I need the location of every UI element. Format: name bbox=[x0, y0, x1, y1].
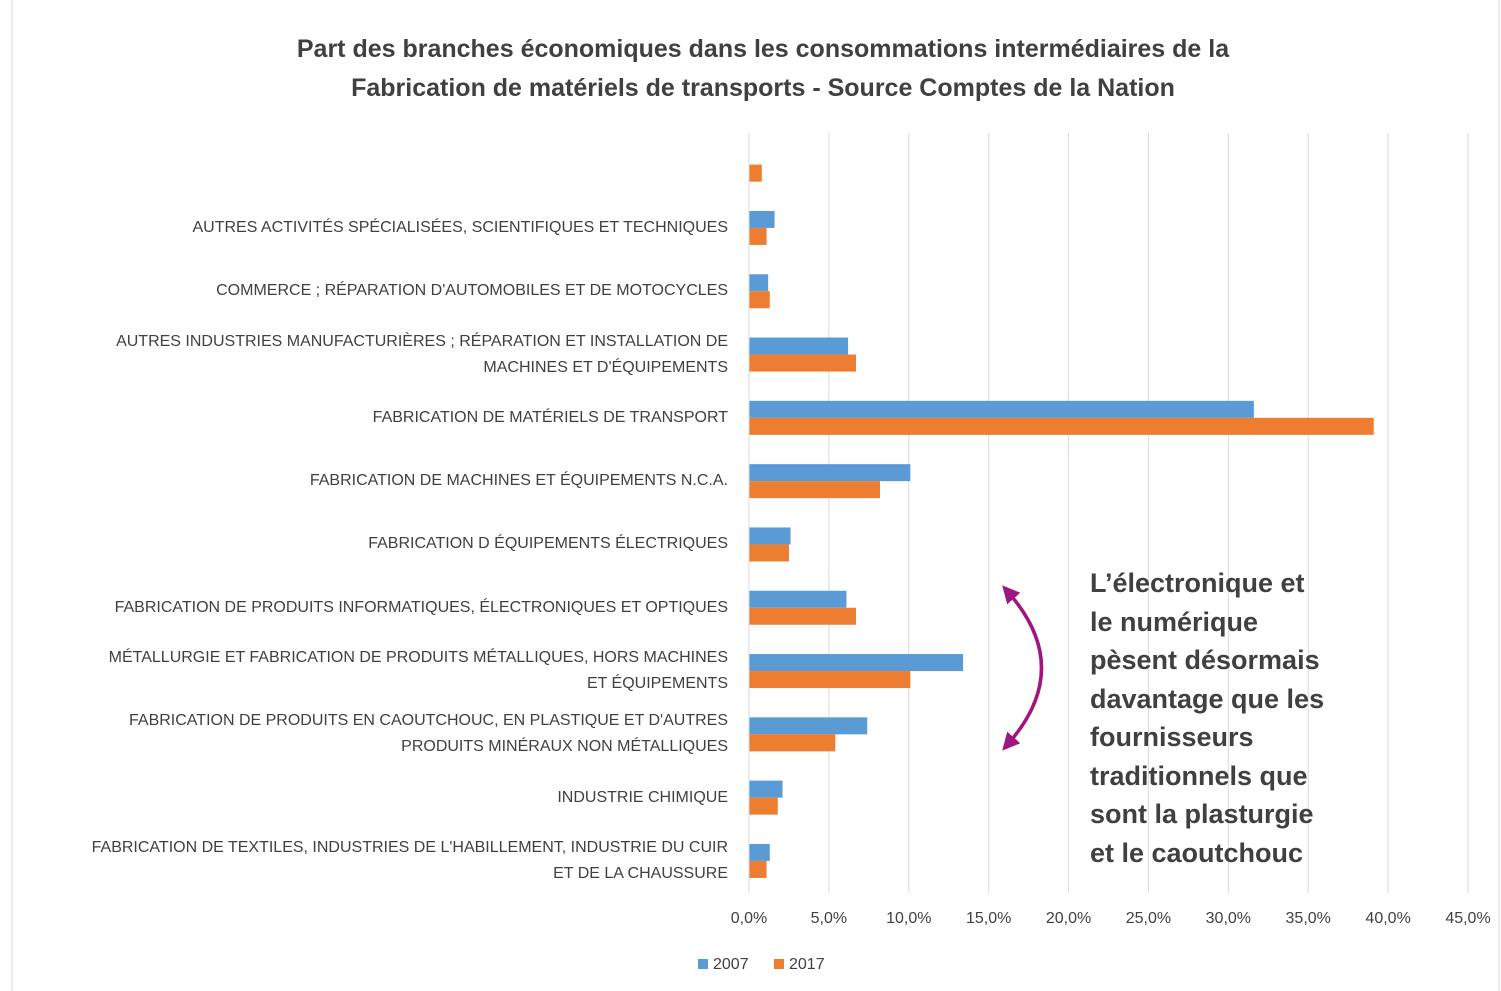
bar bbox=[749, 671, 911, 689]
bar bbox=[749, 164, 762, 182]
category-label: MÉTALLURGIE ET FABRICATION DE PRODUITS M… bbox=[108, 649, 728, 693]
x-tick-label: 5,0% bbox=[811, 910, 847, 927]
x-tick-label: 20,0% bbox=[1046, 910, 1091, 927]
category-label: AUTRES ACTIVITÉS SPÉCIALISÉES, SCIENTIFI… bbox=[192, 218, 728, 236]
legend-label: 2007 bbox=[713, 956, 749, 973]
legend-swatch bbox=[774, 959, 784, 969]
x-tick-label: 25,0% bbox=[1126, 910, 1171, 927]
bar bbox=[749, 337, 849, 355]
bar bbox=[749, 210, 775, 228]
bar bbox=[749, 717, 868, 735]
category-label: FABRICATION D ÉQUIPEMENTS ÉLECTRIQUES bbox=[368, 535, 728, 553]
category-label: FABRICATION DE MATÉRIELS DE TRANSPORT bbox=[372, 408, 728, 426]
annotation-arrow bbox=[1002, 585, 1044, 751]
x-tick-label: 10,0% bbox=[886, 910, 931, 927]
legend-swatch bbox=[698, 959, 708, 969]
bar bbox=[749, 654, 964, 672]
category-label: FABRICATION DE PRODUITS INFORMATIQUES, É… bbox=[114, 598, 728, 616]
bar bbox=[749, 227, 767, 245]
bar bbox=[749, 481, 881, 499]
bar bbox=[749, 400, 1254, 418]
category-label: COMMERCE ; RÉPARATION D'AUTOMOBILES ET D… bbox=[216, 282, 728, 300]
category-label: AUTRES INDUSTRIES MANUFACTURIÈRES ; RÉPA… bbox=[116, 332, 728, 376]
x-tick-label: 45,0% bbox=[1445, 910, 1490, 927]
bar bbox=[749, 734, 836, 752]
chart-title: Part des branches économiques dans les c… bbox=[296, 35, 1230, 102]
x-tick-label: 40,0% bbox=[1365, 910, 1410, 927]
x-tick-label: 15,0% bbox=[966, 910, 1011, 927]
bar bbox=[749, 417, 1374, 435]
category-label: FABRICATION DE TEXTILES, INDUSTRIES DE L… bbox=[91, 838, 728, 882]
category-label: FABRICATION DE MACHINES ET ÉQUIPEMENTS N… bbox=[309, 472, 728, 490]
category-label: FABRICATION DE PRODUITS EN CAOUTCHOUC, E… bbox=[129, 712, 728, 756]
x-tick-label: 30,0% bbox=[1206, 910, 1251, 927]
annotation: L’électronique et le numérique pèsent dé… bbox=[1090, 568, 1325, 868]
x-tick-label: 0,0% bbox=[731, 910, 767, 927]
bar bbox=[749, 780, 783, 798]
category-label: INDUSTRIE CHIMIQUE bbox=[557, 788, 728, 806]
bar bbox=[749, 544, 789, 562]
bar bbox=[749, 354, 857, 372]
chart-border bbox=[11, 0, 1500, 991]
bar bbox=[749, 590, 847, 608]
bar bbox=[749, 860, 767, 878]
bar bbox=[749, 274, 769, 292]
x-tick-label: 35,0% bbox=[1286, 910, 1331, 927]
bar bbox=[749, 291, 770, 309]
legend-label: 2017 bbox=[789, 956, 825, 973]
bar bbox=[749, 843, 770, 861]
bar bbox=[749, 527, 791, 545]
bar bbox=[749, 797, 778, 815]
bar bbox=[749, 464, 911, 482]
bar bbox=[749, 607, 857, 625]
